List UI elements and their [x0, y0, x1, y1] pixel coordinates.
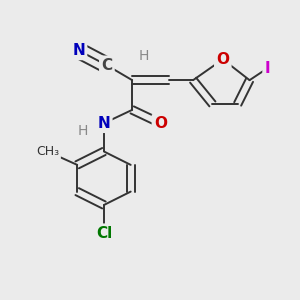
- Text: CH₃: CH₃: [36, 145, 59, 158]
- Text: H: H: [78, 124, 88, 138]
- Text: N: N: [98, 116, 110, 131]
- Text: I: I: [265, 61, 270, 76]
- Text: H: H: [139, 50, 149, 63]
- Text: C: C: [101, 58, 112, 73]
- Text: O: O: [154, 116, 167, 131]
- Text: N: N: [72, 43, 85, 58]
- Text: O: O: [216, 52, 229, 67]
- Text: Cl: Cl: [96, 226, 112, 241]
